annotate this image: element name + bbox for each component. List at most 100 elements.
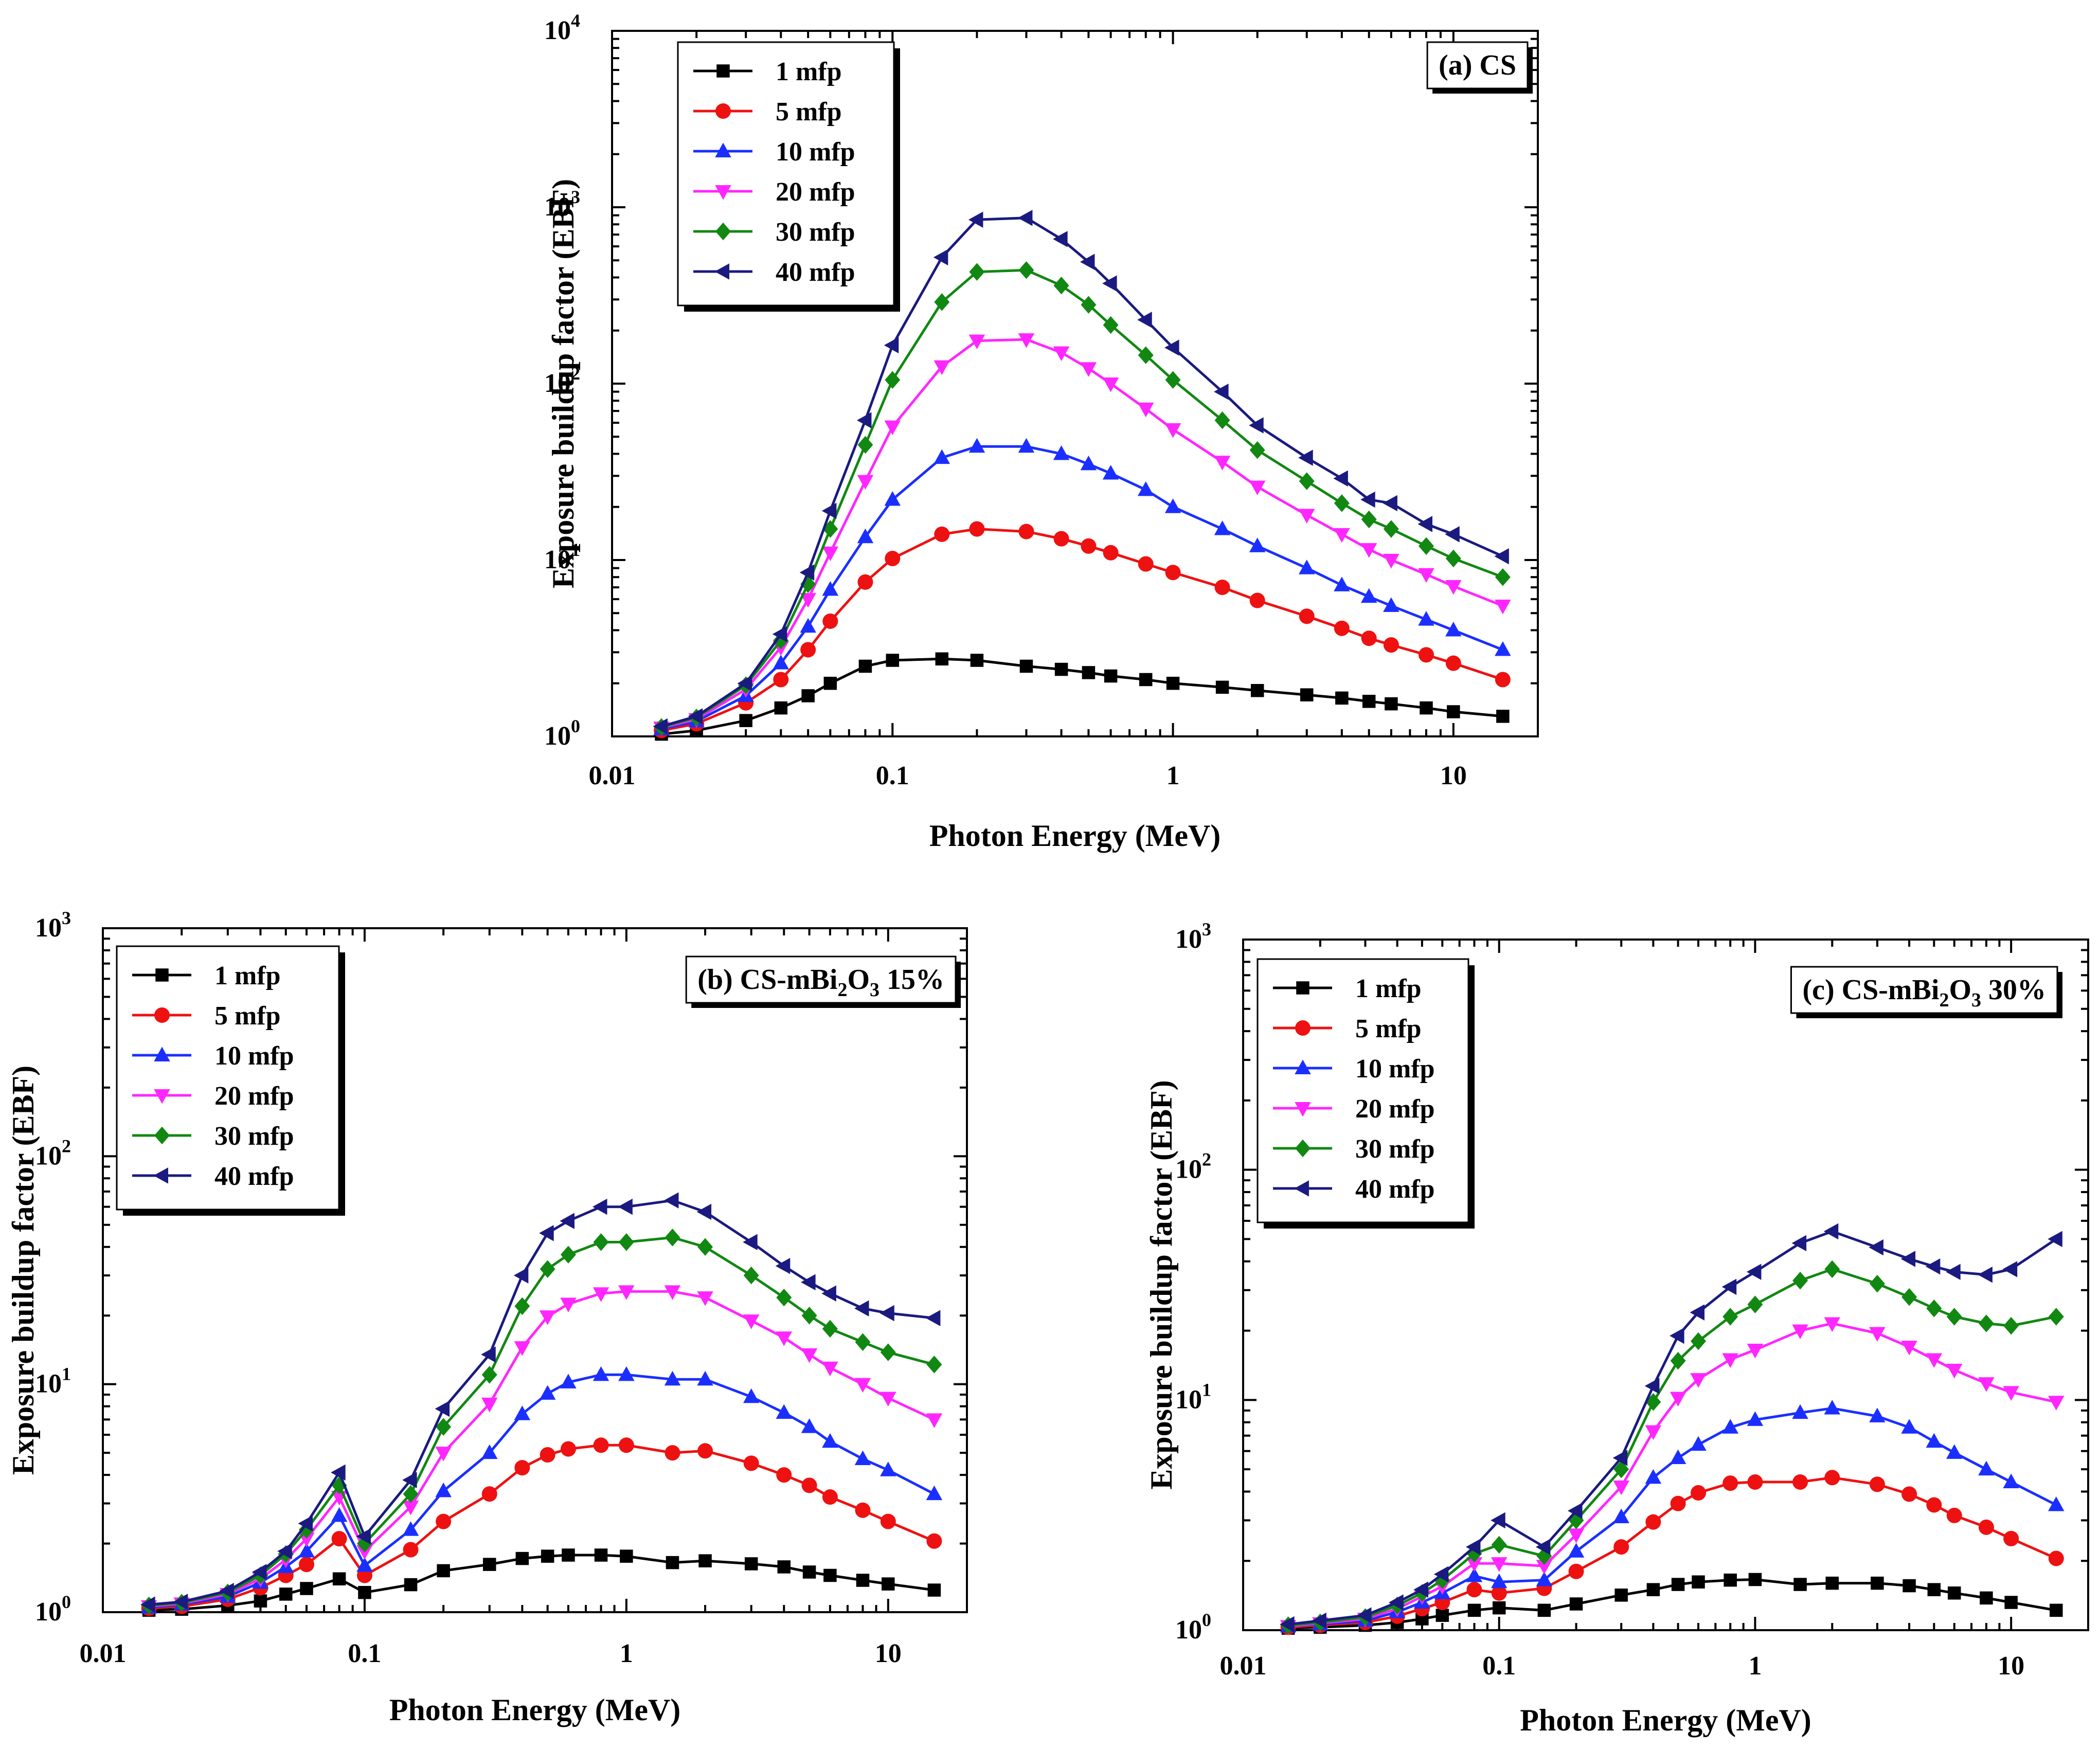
y-tick-base: 10: [1175, 1385, 1202, 1414]
data-point: [1383, 554, 1399, 569]
data-point: [1165, 371, 1181, 389]
data-point: [1333, 470, 1348, 487]
data-point: [436, 1418, 452, 1436]
legend-marker: [154, 1047, 170, 1061]
data-point: [1383, 520, 1399, 538]
data-point: [743, 1314, 760, 1329]
data-point: [1385, 697, 1398, 711]
data-point: [1946, 1308, 1962, 1326]
data-point: [1690, 1304, 1705, 1321]
panel-tag: (c) CS-mBi2O3 30%: [1790, 966, 2062, 1018]
data-point: [822, 546, 839, 562]
data-point: [1420, 701, 1433, 715]
data-point: [1978, 1314, 1994, 1332]
data-point: [880, 1513, 896, 1529]
data-point: [1495, 568, 1511, 586]
legend-item: 30 mfp: [693, 218, 855, 247]
data-point: [1902, 1579, 1916, 1593]
data-point: [1466, 1567, 1483, 1582]
data-point: [800, 642, 816, 658]
legend-label: 10 mfp: [214, 1041, 294, 1071]
data-point: [1491, 1573, 1507, 1589]
data-point: [219, 1582, 234, 1599]
data-point: [1103, 316, 1119, 334]
data-point: [1413, 1581, 1428, 1598]
data-point: [1445, 621, 1462, 637]
x-axis-label: Photon Energy (MeV): [929, 819, 1221, 853]
data-point: [697, 1238, 713, 1256]
data-point: [1139, 673, 1153, 687]
data-point: [481, 1397, 498, 1413]
data-point: [1419, 647, 1434, 663]
legend-marker: [153, 1167, 168, 1184]
data-point: [277, 1543, 292, 1560]
y-tick-exponent: 0: [571, 716, 580, 736]
data-point: [1978, 1377, 1995, 1392]
data-point: [968, 211, 983, 228]
legend-marker: [155, 968, 169, 982]
plot-frame: [102, 927, 968, 1613]
data-point: [1334, 528, 1350, 543]
series-40-mfp: [140, 1192, 941, 1613]
data-point: [800, 593, 816, 608]
data-point: [926, 1413, 943, 1428]
data-point: [1792, 1271, 1808, 1290]
data-point: [481, 1366, 497, 1384]
data-point: [1823, 1223, 1839, 1240]
data-point: [1445, 526, 1460, 543]
legend-label: 40 mfp: [1355, 1175, 1435, 1204]
data-point: [1137, 402, 1154, 418]
data-point: [1299, 608, 1315, 624]
data-point: [970, 654, 984, 667]
y-tick-exponent: 0: [1202, 1610, 1211, 1630]
data-point: [540, 1447, 555, 1463]
data-point: [822, 613, 838, 629]
data-point: [1418, 568, 1434, 583]
data-point: [1138, 346, 1154, 364]
data-point: [1692, 1575, 1705, 1589]
data-point: [1645, 1425, 1662, 1440]
data-point: [1721, 1278, 1737, 1295]
data-point: [594, 1548, 608, 1562]
legend-label: 40 mfp: [214, 1162, 294, 1191]
data-point: [1054, 662, 1068, 676]
data-point: [2004, 1596, 2018, 1609]
data-point: [772, 626, 787, 642]
data-point: [1166, 676, 1180, 690]
data-point: [1019, 659, 1033, 673]
y-tick-label: 103: [1175, 919, 1211, 954]
data-point: [514, 1341, 531, 1356]
data-point: [774, 701, 788, 715]
data-point: [1722, 1308, 1738, 1326]
y-tick-label: 100: [544, 716, 580, 751]
panel-tag-text: (c) CS-mBi2O3 30%: [1802, 974, 2046, 1011]
y-tick-label: 103: [35, 908, 71, 943]
y-tick-label: 104: [544, 10, 580, 45]
data-point: [436, 1513, 452, 1529]
y-tick-base: 10: [35, 1141, 62, 1170]
data-point: [483, 1558, 496, 1571]
data-point: [356, 1557, 373, 1572]
data-point: [1164, 498, 1181, 513]
data-point: [800, 618, 816, 633]
data-point: [801, 1348, 818, 1363]
legend-marker: [716, 64, 730, 78]
data-point: [801, 689, 815, 702]
data-point: [823, 1568, 837, 1582]
series-1-mfp: [142, 1548, 941, 1617]
data-point: [1360, 543, 1377, 558]
data-point: [402, 1501, 419, 1516]
data-point: [822, 1320, 838, 1338]
data-point: [739, 714, 752, 727]
data-point: [514, 1297, 530, 1315]
series-line: [1288, 1230, 2057, 1626]
data-point: [560, 1441, 576, 1457]
data-point: [1445, 655, 1461, 671]
data-point: [1869, 1239, 1883, 1256]
data-point: [403, 1542, 419, 1558]
data-point: [884, 337, 899, 354]
data-point: [886, 654, 900, 667]
data-point: [1536, 1560, 1553, 1575]
